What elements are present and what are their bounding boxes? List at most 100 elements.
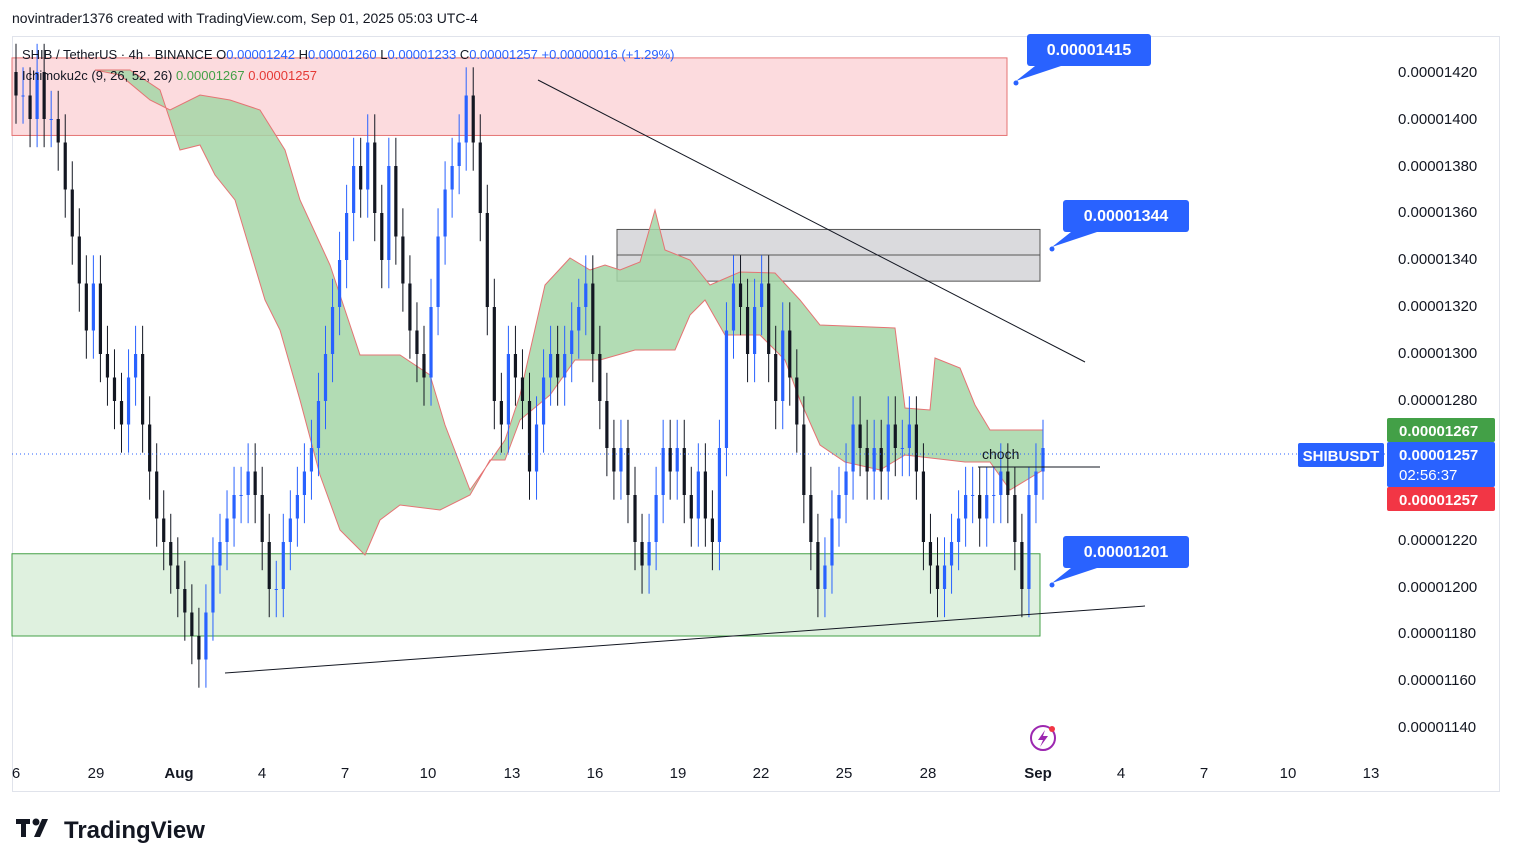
candle-body	[549, 354, 553, 378]
candle-body	[717, 448, 722, 542]
candle-body	[126, 377, 131, 425]
candle	[401, 208, 405, 312]
candle	[788, 302, 792, 406]
y-tick-label: 0.00001160	[1398, 672, 1476, 689]
indicator-name[interactable]: Ichimoku2c (9, 26, 52, 26)	[22, 68, 173, 83]
candle	[703, 443, 707, 547]
candle	[204, 584, 208, 688]
open-value: 0.00001242	[226, 47, 295, 62]
indicator-row[interactable]: Ichimoku2c (9, 26, 52, 26) 0.00001267 0.…	[22, 65, 675, 86]
candle	[527, 372, 532, 500]
candle-body	[935, 565, 940, 589]
candle-body	[534, 424, 539, 472]
candle	[415, 302, 419, 383]
candle	[330, 278, 335, 383]
close-value: 0.00001257	[469, 47, 538, 62]
lightning-icon	[1030, 725, 1056, 751]
candle	[84, 255, 88, 359]
candle	[612, 419, 616, 500]
callout-box	[1063, 200, 1189, 232]
y-tick-label: 0.00001200	[1398, 579, 1477, 596]
candle	[886, 396, 890, 500]
candle	[1034, 443, 1038, 524]
candle-body	[668, 448, 672, 472]
tradingview-logo[interactable]: TradingView	[16, 816, 205, 846]
ichimoku-a-tag: 0.00001267	[1387, 418, 1495, 442]
candle	[809, 466, 813, 571]
candle	[816, 513, 820, 618]
candle-body	[183, 589, 187, 613]
chart-panel[interactable]	[12, 36, 1500, 792]
candle	[964, 466, 968, 547]
candle-body	[760, 283, 764, 307]
candle-body	[394, 166, 398, 237]
candle	[77, 208, 81, 312]
candle-body	[464, 95, 468, 143]
candle-body	[788, 330, 792, 378]
y-tick-label: 0.00001180	[1398, 625, 1476, 642]
y-tick-label: 0.00001220	[1398, 532, 1477, 549]
cloud-band	[94, 69, 1044, 556]
candle	[949, 513, 954, 594]
candle-body	[246, 471, 250, 495]
candle	[471, 67, 475, 171]
candle-body	[302, 471, 307, 495]
candle	[232, 466, 236, 547]
candle	[492, 278, 496, 430]
candle-body	[633, 495, 637, 542]
candle-body	[429, 307, 433, 378]
candle-body	[373, 142, 377, 213]
candle-body	[119, 401, 124, 425]
candle	[774, 325, 778, 430]
candle	[457, 114, 461, 195]
callout-text: 0.00001344	[1084, 208, 1169, 225]
candle	[879, 419, 883, 500]
candle-body	[612, 448, 616, 472]
x-tick-label: 13	[1363, 765, 1380, 782]
candle-body	[499, 401, 503, 425]
callout-anchor-dot	[1049, 582, 1055, 588]
x-tick-label: 10	[1280, 765, 1297, 782]
candle	[513, 325, 518, 406]
candle	[872, 419, 876, 500]
candle-body	[893, 424, 897, 448]
candle	[485, 184, 489, 336]
candle	[112, 349, 117, 430]
candle-body	[696, 471, 700, 519]
last-price-bg	[1387, 442, 1495, 487]
candle	[858, 396, 862, 477]
x-tick-label: 13	[504, 765, 521, 782]
candle-body	[731, 283, 736, 331]
price-callout: 0.00001415	[1013, 34, 1151, 86]
candle-body	[478, 142, 482, 213]
candle	[837, 466, 841, 547]
candle	[605, 372, 609, 477]
chart-attribution: novintrader1376 created with TradingView…	[12, 10, 478, 26]
candle-body	[197, 636, 201, 660]
candle	[795, 349, 799, 453]
candle-body	[942, 565, 947, 589]
candle-body	[408, 283, 412, 331]
candle-body	[513, 354, 518, 378]
symbol-label[interactable]: SHIB / TetherUS · 4h · BINANCE	[22, 47, 213, 62]
candle	[429, 278, 433, 406]
candle	[752, 278, 757, 383]
candle	[239, 466, 243, 524]
candle	[98, 255, 103, 383]
candle-body	[35, 72, 39, 119]
candle	[668, 419, 672, 500]
candle-body	[281, 542, 285, 589]
candle	[724, 302, 729, 477]
candle	[499, 372, 503, 453]
candle-body	[689, 495, 693, 519]
ascending-trendline	[224, 605, 1146, 674]
candle-body	[28, 95, 32, 119]
candle	[28, 67, 32, 148]
candle	[584, 255, 588, 336]
candle	[63, 114, 67, 218]
candle-body	[415, 330, 419, 354]
candle-body	[675, 448, 679, 472]
candle-body	[401, 236, 405, 284]
candle	[865, 419, 869, 500]
